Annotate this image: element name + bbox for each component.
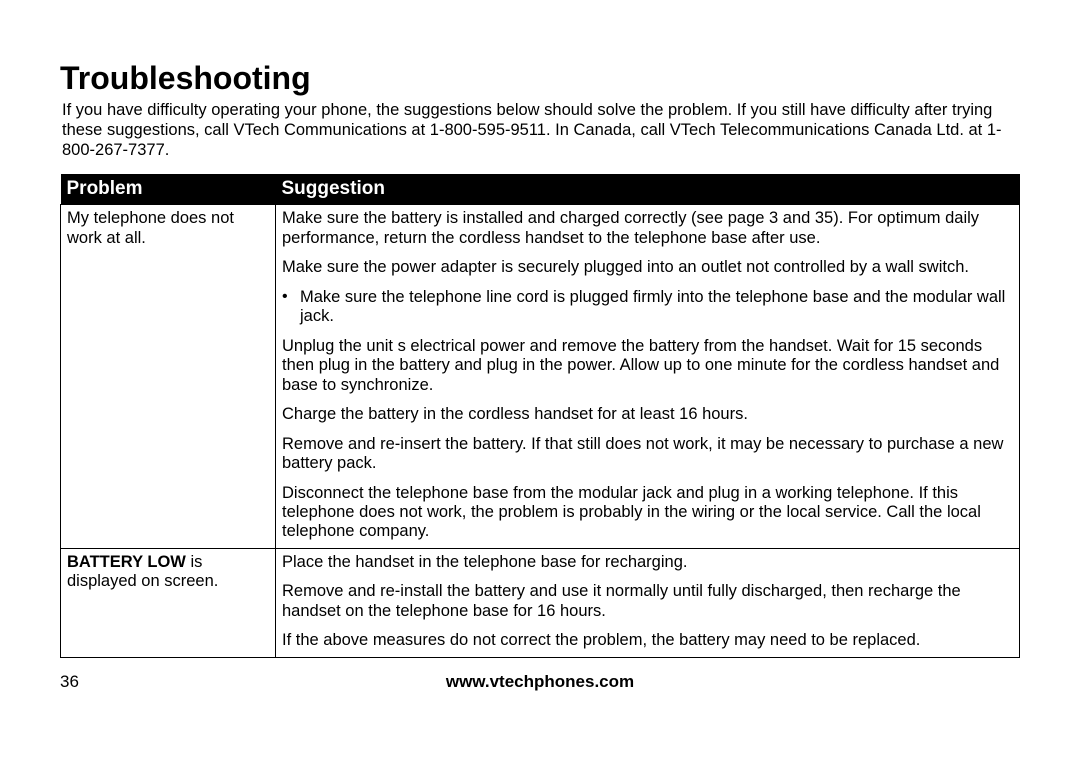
suggestion-text: Place the handset in the telephone base … bbox=[282, 553, 1013, 572]
header-problem: Problem bbox=[61, 174, 276, 205]
suggestion-text: If the above measures do not correct the… bbox=[282, 631, 1013, 650]
suggestion-text: Charge the battery in the cordless hands… bbox=[282, 405, 1013, 424]
page-footer: 36 www.vtechphones.com bbox=[60, 672, 1020, 692]
page-title: Troubleshooting bbox=[60, 60, 1020, 97]
problem-bold-text: BATTERY LOW bbox=[67, 553, 186, 571]
problem-text: My telephone does not work at all. bbox=[67, 209, 234, 246]
document-page: Troubleshooting If you have difficulty o… bbox=[0, 0, 1080, 692]
intro-paragraph: If you have difficulty operating your ph… bbox=[62, 101, 1020, 160]
suggestion-cell: Make sure the battery is installed and c… bbox=[276, 205, 1020, 549]
suggestion-text: Disconnect the telephone base from the m… bbox=[282, 484, 1013, 542]
suggestion-text: Unplug the unit s electrical power and r… bbox=[282, 337, 1013, 395]
problem-cell: BATTERY LOW is displayed on screen. bbox=[61, 548, 276, 657]
suggestion-text: Make sure the power adapter is securely … bbox=[282, 258, 1013, 277]
suggestion-cell: Place the handset in the telephone base … bbox=[276, 548, 1020, 657]
suggestion-text: Remove and re-insert the battery. If tha… bbox=[282, 435, 1013, 474]
suggestion-text: Make sure the battery is installed and c… bbox=[282, 209, 1013, 248]
table-row: My telephone does not work at all. Make s… bbox=[61, 205, 1020, 549]
page-number: 36 bbox=[60, 672, 120, 692]
troubleshooting-table: Problem Suggestion My telephone does not… bbox=[60, 174, 1020, 657]
problem-cell: My telephone does not work at all. bbox=[61, 205, 276, 549]
table-header-row: Problem Suggestion bbox=[61, 174, 1020, 205]
table-row: BATTERY LOW is displayed on screen. Place… bbox=[61, 548, 1020, 657]
suggestion-bullet-item: •Make sure the telephone line cord is pl… bbox=[282, 288, 1013, 327]
suggestion-text: Remove and re-install the battery and us… bbox=[282, 582, 1013, 621]
header-suggestion: Suggestion bbox=[276, 174, 1020, 205]
footer-url: www.vtechphones.com bbox=[120, 672, 960, 692]
bullet-icon: • bbox=[282, 288, 300, 307]
suggestion-text: Make sure the telephone line cord is plu… bbox=[300, 288, 1013, 327]
